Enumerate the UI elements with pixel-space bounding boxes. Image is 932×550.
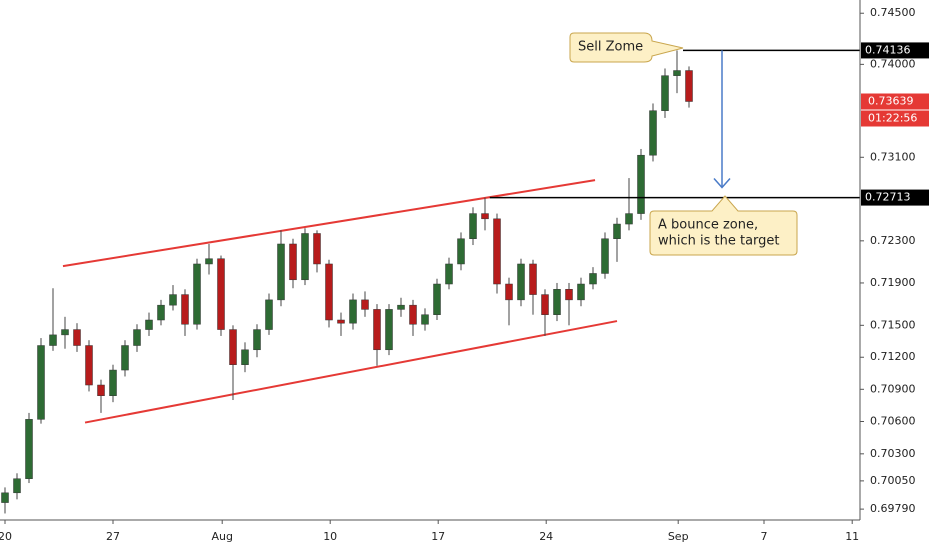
candle-body [577, 283, 585, 301]
countdown-label: 01:22:56 [868, 111, 917, 124]
candle-body [1, 492, 9, 503]
candle-body [205, 258, 213, 265]
candle-body [289, 243, 297, 281]
y-tick-label: 0.70900 [870, 382, 916, 395]
candle-body [649, 110, 657, 156]
candle-body [337, 319, 345, 324]
x-tick-label: Aug [211, 530, 232, 543]
candle-body [421, 314, 429, 325]
candle-body [325, 263, 333, 321]
candle-body [373, 309, 381, 351]
trend-line [84, 320, 618, 424]
candle-body [253, 329, 261, 351]
y-tick-label: 0.74500 [870, 6, 916, 19]
trend-line [62, 179, 596, 268]
candle-body [541, 294, 549, 315]
candle-body [673, 70, 681, 76]
x-tick-label: 24 [539, 530, 553, 543]
arrow-head [713, 177, 731, 189]
candle-body [241, 349, 249, 365]
candle-body [73, 329, 81, 346]
candle-body [445, 263, 453, 285]
target-callout: A bounce zone, which is the target [649, 195, 798, 256]
candle-body [265, 299, 273, 330]
candle-body [637, 154, 645, 214]
y-tick-label: 0.70050 [870, 474, 916, 487]
target-label: A bounce zone, [658, 218, 758, 233]
candle-body [157, 304, 165, 321]
y-tick-label: 0.69790 [870, 502, 916, 515]
x-tick-label: 10 [323, 530, 337, 543]
candle-body [469, 213, 477, 239]
y-tick-label: 0.71200 [870, 350, 916, 363]
candle-body [217, 258, 225, 330]
candle-body [49, 334, 57, 346]
y-tick-label: 0.70600 [870, 414, 916, 427]
sell-label: Sell Zome [578, 40, 643, 55]
candle-body [661, 75, 669, 111]
candle-body [277, 243, 285, 301]
candle-body [493, 218, 501, 285]
candle-body [685, 70, 693, 102]
target-label: which is the target [658, 234, 780, 249]
candle-body [121, 345, 129, 371]
level-tag-label: 0.74136 [865, 43, 911, 56]
callout-box [569, 32, 684, 63]
candle-body [613, 223, 621, 239]
candle-body [481, 213, 489, 220]
price-tag-label: 0.73639 [868, 94, 914, 107]
callout-box [649, 195, 798, 256]
y-tick-label: 0.74000 [870, 57, 916, 70]
candle-body [397, 304, 405, 310]
y-tick-label: 0.71500 [870, 318, 916, 331]
candle-body [25, 419, 33, 479]
candle-body [361, 299, 369, 310]
candle-body [589, 273, 597, 285]
sell-callout: Sell Zome [569, 32, 684, 63]
candle-body [517, 263, 525, 301]
y-tick-label: 0.71900 [870, 276, 916, 289]
candle-body [349, 299, 357, 324]
candle-body [85, 345, 93, 386]
plot-area [1, 49, 860, 514]
candle-body [97, 384, 105, 396]
price-tag [861, 93, 929, 110]
candle-body [505, 283, 513, 301]
candle-body [313, 233, 321, 265]
x-tick-label: 17 [431, 530, 445, 543]
candle-body [37, 345, 45, 420]
candle-body [169, 294, 177, 306]
x-tick-label: 27 [106, 530, 120, 543]
candle-body [229, 329, 237, 365]
candle-body [433, 283, 441, 315]
x-tick-label: Sep [668, 530, 689, 543]
candle-body [133, 329, 141, 346]
y-tick-label: 0.72300 [870, 234, 916, 247]
candle-body [145, 319, 153, 330]
candle-body [553, 289, 561, 315]
candle-body [457, 238, 465, 265]
countdown-tag [861, 110, 929, 127]
candle-body [529, 263, 537, 295]
candle-body [385, 309, 393, 351]
x-tick-label: 11 [845, 530, 859, 543]
candle-body [193, 263, 201, 325]
level-tag-label: 0.72713 [865, 191, 911, 204]
candle-body [301, 233, 309, 281]
y-tick-label: 0.70300 [870, 447, 916, 460]
candle-body [625, 213, 633, 225]
candle-body [601, 238, 609, 274]
candle-body [565, 289, 573, 301]
x-tick-label: 20 [0, 530, 12, 543]
level-tag [861, 189, 929, 206]
candle-body [409, 304, 417, 325]
candle-body [181, 294, 189, 325]
x-tick-label: 7 [761, 530, 768, 543]
candle-body [13, 478, 21, 494]
candle-body [61, 329, 69, 336]
y-tick-label: 0.73100 [870, 150, 916, 163]
level-tag [861, 42, 929, 59]
candle-body [109, 369, 117, 396]
